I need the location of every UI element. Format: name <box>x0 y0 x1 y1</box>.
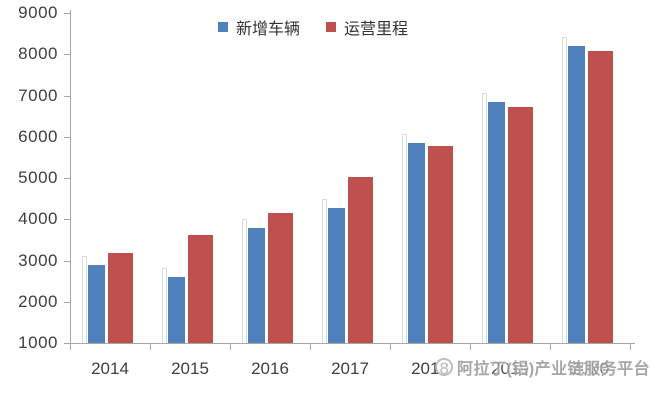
bar-new-vehicles-2020 <box>568 46 585 343</box>
y-axis-label: 9000 <box>18 3 58 22</box>
x-axis-label: 2014 <box>91 359 129 378</box>
bar-operating-mileage-2018 <box>428 146 453 343</box>
ghost-bar <box>482 93 487 343</box>
bar-new-vehicles-2019 <box>488 102 505 343</box>
bar-new-vehicles-2016 <box>248 228 265 343</box>
y-tick <box>64 54 70 55</box>
y-axis-label: 6000 <box>18 127 58 146</box>
legend-item-new-vehicles: 新增车辆 <box>218 15 300 39</box>
x-tick <box>550 344 551 350</box>
ghost-bar <box>402 134 407 343</box>
x-tick <box>70 344 71 350</box>
ghost-bar <box>562 37 567 343</box>
y-axis-label: 1000 <box>18 333 58 352</box>
legend-label-operating-mileage: 运营里程 <box>344 21 409 38</box>
y-tick <box>64 302 70 303</box>
legend-label-new-vehicles: 新增车辆 <box>236 21 301 38</box>
bar-new-vehicles-2014 <box>88 265 105 343</box>
bar-operating-mileage-2014 <box>108 253 133 343</box>
bar-new-vehicles-2018 <box>408 143 425 343</box>
ghost-bar <box>82 256 87 343</box>
y-axis-label: 7000 <box>18 86 58 105</box>
ghost-bar <box>242 219 247 343</box>
x-axis-label: 2017 <box>331 359 369 378</box>
x-axis-label: 2020 <box>571 359 609 378</box>
bar-new-vehicles-2017 <box>328 208 345 343</box>
y-tick <box>64 343 70 344</box>
ghost-bar <box>162 268 167 343</box>
bar-operating-mileage-2016 <box>268 213 293 343</box>
x-tick <box>310 344 311 350</box>
y-axis-label: 2000 <box>18 292 58 311</box>
legend: 新增车辆 运营里程 <box>218 15 408 39</box>
watermark-text: 阿拉丁(铝)产业链服务平台 <box>457 361 650 378</box>
x-axis-label: 2019 <box>491 359 529 378</box>
bar-operating-mileage-2019 <box>508 107 533 343</box>
x-tick <box>390 344 391 350</box>
y-tick <box>64 137 70 138</box>
x-tick <box>150 344 151 350</box>
new-vehicles-swatch-icon <box>218 22 228 32</box>
y-tick <box>64 261 70 262</box>
y-axis-line <box>70 10 71 344</box>
x-tick <box>230 344 231 350</box>
operating-mileage-swatch-icon <box>326 22 337 32</box>
y-axis-label: 3000 <box>18 251 58 270</box>
ghost-bar <box>322 199 327 343</box>
x-axis-label: 2015 <box>171 359 209 378</box>
bar-operating-mileage-2015 <box>188 235 213 343</box>
x-axis-label: 2016 <box>251 359 289 378</box>
x-tick <box>470 344 471 350</box>
bar-new-vehicles-2015 <box>168 277 185 343</box>
y-tick <box>64 13 70 14</box>
watermark: 阿拉丁(铝)产业链服务平台 <box>435 355 650 379</box>
y-axis-label: 8000 <box>18 44 58 63</box>
x-tick <box>630 344 631 350</box>
y-axis-label: 5000 <box>18 168 58 187</box>
legend-item-operating-mileage: 运营里程 <box>326 15 408 39</box>
bar-operating-mileage-2017 <box>348 177 373 343</box>
x-axis-line <box>70 343 635 344</box>
watermark-circle-logo-icon <box>435 358 453 376</box>
y-tick <box>64 219 70 220</box>
y-tick <box>64 96 70 97</box>
y-tick <box>64 178 70 179</box>
bar-operating-mileage-2020 <box>588 51 613 343</box>
y-axis-label: 4000 <box>18 209 58 228</box>
